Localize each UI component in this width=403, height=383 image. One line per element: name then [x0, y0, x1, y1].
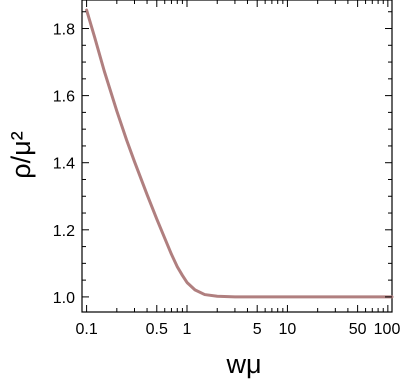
- y-tick-label: 1.0: [53, 290, 75, 307]
- y-tick-label: 1.4: [53, 156, 75, 173]
- y-tick-label: 1.8: [53, 22, 75, 39]
- x-tick-label: 10: [279, 321, 297, 338]
- y-tick-label: 1.6: [53, 89, 75, 106]
- x-tick-label: 5: [253, 321, 262, 338]
- x-tick-label: 0.1: [75, 321, 97, 338]
- x-axis-label: wμ: [225, 349, 261, 379]
- plot-frame: [81, 0, 393, 313]
- y-axis-label: ρ/μ²: [6, 131, 36, 178]
- x-tick-label: 1: [183, 321, 192, 338]
- x-tick-label: 50: [349, 321, 367, 338]
- series-line-0: [85, 8, 394, 299]
- x-tick-label: 0.5: [146, 321, 168, 338]
- y-tick-label: 1.2: [53, 223, 75, 240]
- x-tick-label: 100: [374, 321, 401, 338]
